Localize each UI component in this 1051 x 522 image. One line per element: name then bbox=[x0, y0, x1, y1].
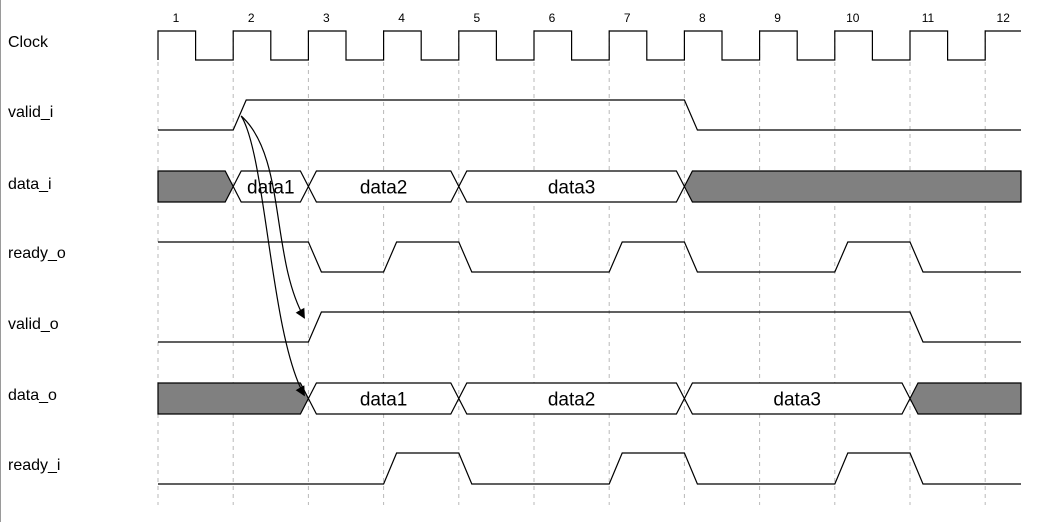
cycle-number-2: 2 bbox=[248, 11, 255, 25]
dependency-arrow-valid-o bbox=[240, 115, 305, 319]
cycle-number-9: 9 bbox=[774, 11, 781, 25]
bus-invalid-segment bbox=[909, 382, 1022, 415]
dependency-arrow-data-o bbox=[240, 115, 305, 397]
bus-value-label: data3 bbox=[773, 390, 821, 411]
signal-label-ready-o: ready_o bbox=[8, 245, 66, 262]
bus-invalid-segment bbox=[683, 170, 1022, 203]
bus-value-label: data2 bbox=[548, 390, 596, 411]
cycle-number-8: 8 bbox=[699, 11, 706, 25]
cycle-number-3: 3 bbox=[323, 11, 330, 25]
bus-data-segment bbox=[307, 382, 460, 415]
ready-o-waveform bbox=[158, 241, 1021, 273]
ready-i-waveform bbox=[158, 452, 1021, 485]
cycle-number-6: 6 bbox=[549, 11, 556, 25]
clock-waveform bbox=[157, 30, 1021, 61]
signal-labels: Clock valid_i data_i ready_o valid_o data_ore… bbox=[8, 34, 66, 474]
bus-value-label: data3 bbox=[548, 178, 596, 199]
bus-data-segment bbox=[683, 382, 911, 415]
signal-label-data-o: data_o bbox=[8, 387, 57, 404]
valid-o-waveform bbox=[158, 311, 1021, 343]
signal-label-valid-o: valid_o bbox=[8, 316, 59, 333]
bus-invalid-segment bbox=[157, 382, 310, 415]
cycle-numbers: 1 2 3 4 5 6 7 8 9 10 11 12 bbox=[173, 11, 1011, 25]
bus-value-label: data1 bbox=[247, 178, 295, 199]
bus-data-segment bbox=[307, 170, 460, 203]
data-o-bus: data1 data2 data3 bbox=[157, 382, 1022, 415]
cycle-number-7: 7 bbox=[624, 11, 631, 25]
signal-label-clock: Clock bbox=[8, 34, 49, 51]
signal-label-ready-i: ready_i bbox=[8, 457, 60, 474]
signal-label-data-i: data_i bbox=[8, 176, 52, 193]
waveforms: data1 data2 data3 data1 data2 data3 bbox=[157, 30, 1022, 485]
window-left-border bbox=[0, 0, 1, 522]
bus-value-label: data1 bbox=[360, 390, 408, 411]
bus-data-segment bbox=[458, 170, 686, 203]
bus-data-segment bbox=[458, 382, 686, 415]
cycle-number-12: 12 bbox=[997, 11, 1011, 25]
bus-invalid-segment bbox=[157, 170, 234, 203]
cycle-number-1: 1 bbox=[173, 11, 180, 25]
bus-value-label: data2 bbox=[360, 178, 408, 199]
valid-i-waveform bbox=[158, 99, 1021, 131]
bus-data-segment bbox=[232, 170, 310, 203]
cycle-number-10: 10 bbox=[846, 11, 860, 25]
cycle-number-5: 5 bbox=[473, 11, 480, 25]
cycle-number-11: 11 bbox=[922, 11, 935, 25]
grid-lines bbox=[157, 30, 986, 505]
dependency-arrows bbox=[240, 115, 305, 397]
data-i-bus: data1 data2 data3 bbox=[157, 170, 1022, 203]
signal-label-valid-i: valid_i bbox=[8, 104, 53, 121]
cycle-number-4: 4 bbox=[398, 11, 405, 25]
